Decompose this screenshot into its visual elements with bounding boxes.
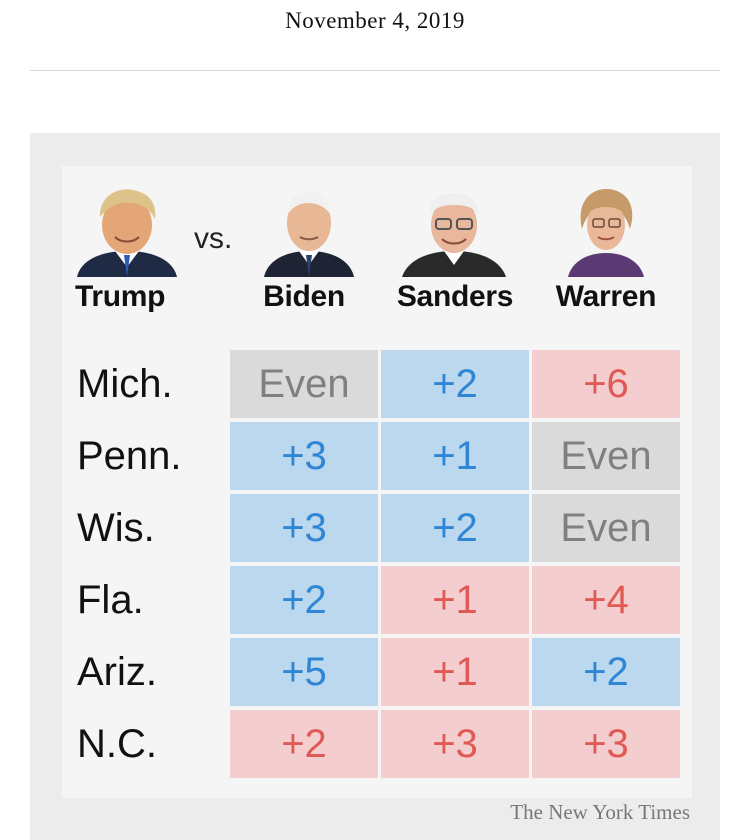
- state-label-ariz: Ariz.: [77, 650, 157, 694]
- trump-name: Trump: [75, 280, 166, 313]
- margin-cell-nc-warren: +3: [532, 710, 680, 778]
- state-label-fla: Fla.: [77, 578, 144, 622]
- divider-line: [30, 70, 720, 71]
- margin-cell-wis-sanders: +2: [381, 494, 529, 562]
- state-label-mich: Mich.: [77, 362, 173, 406]
- margin-cell-nc-biden: +2: [230, 710, 378, 778]
- biden-portrait: [264, 191, 354, 277]
- margin-cell-penn-warren: Even: [532, 422, 680, 490]
- margin-cell-fla-biden: +2: [230, 566, 378, 634]
- state-label-nc: N.C.: [77, 722, 157, 766]
- margin-cell-nc-sanders: +3: [381, 710, 529, 778]
- margin-cell-mich-biden: Even: [230, 350, 378, 418]
- article-date: November 4, 2019: [285, 8, 465, 33]
- margin-cell-mich-sanders: +2: [381, 350, 529, 418]
- state-label-wis: Wis.: [77, 506, 155, 550]
- margin-cell-ariz-biden: +5: [230, 638, 378, 706]
- margin-cell-wis-biden: +3: [230, 494, 378, 562]
- margin-cell-mich-warren: +6: [532, 350, 680, 418]
- biden-name: Biden: [263, 280, 345, 313]
- trump-portrait: [77, 189, 177, 277]
- state-label-penn: Penn.: [77, 434, 182, 478]
- versus-label: vs.: [194, 222, 233, 255]
- margin-cell-fla-sanders: +1: [381, 566, 529, 634]
- warren-portrait: [568, 189, 644, 277]
- warren-name: Warren: [555, 280, 657, 313]
- margin-cell-ariz-warren: +2: [532, 638, 680, 706]
- margin-cell-wis-warren: Even: [532, 494, 680, 562]
- sanders-name: Sanders: [396, 280, 514, 313]
- margin-cell-penn-sanders: +1: [381, 422, 529, 490]
- source-credit: The New York Times: [510, 800, 690, 824]
- margin-cell-fla-warren: +4: [532, 566, 680, 634]
- margin-cell-ariz-sanders: +1: [381, 638, 529, 706]
- margin-cell-penn-biden: +3: [230, 422, 378, 490]
- sanders-portrait: [402, 193, 506, 277]
